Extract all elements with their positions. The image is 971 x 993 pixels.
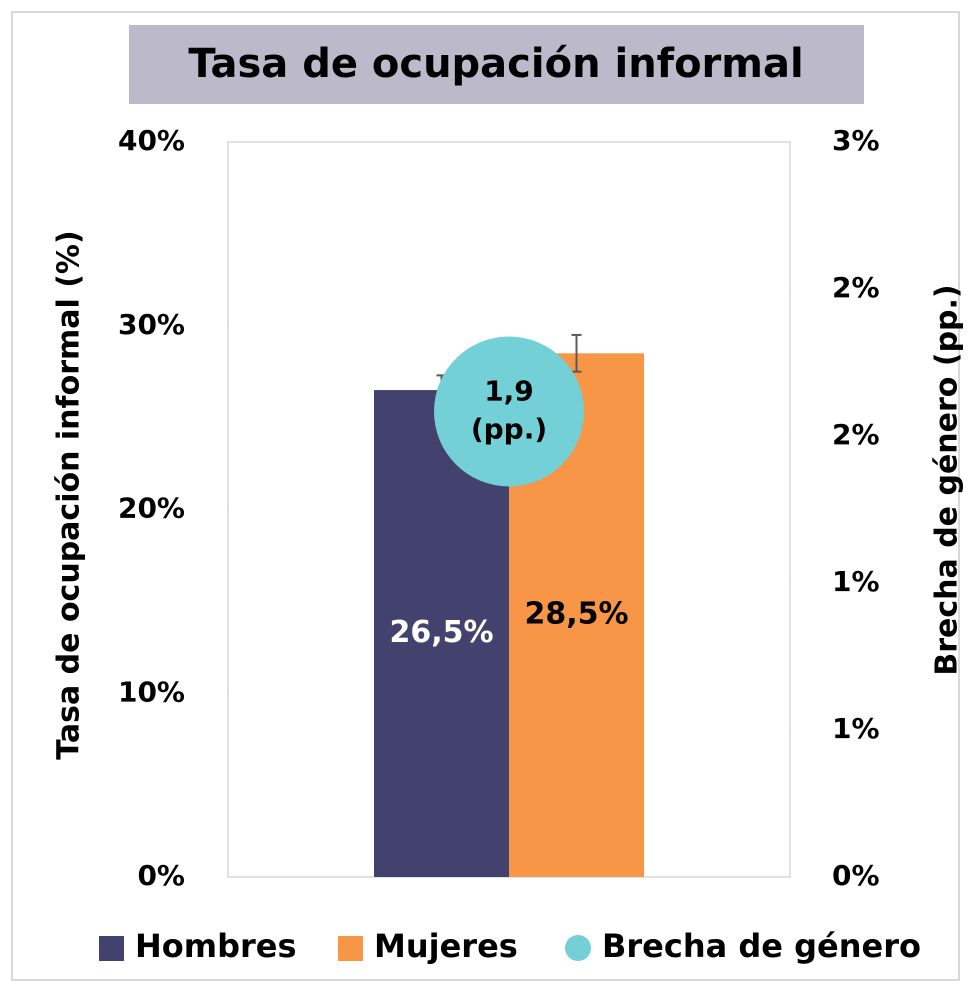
y2-tick-label: 2% xyxy=(832,271,880,304)
y2-tick-label: 1% xyxy=(832,565,880,598)
data-label: 1,9 xyxy=(484,375,534,408)
title-box xyxy=(129,25,864,104)
legend-label: Hombres xyxy=(135,927,297,965)
y-tick-label: 0% xyxy=(137,859,185,892)
y-tick-label: 20% xyxy=(118,492,185,525)
y2-tick-label: 2% xyxy=(832,418,880,451)
y-tick-label: 40% xyxy=(118,124,185,157)
legend-swatch xyxy=(338,936,363,961)
gap-bubble xyxy=(434,336,584,487)
y2-tick-label: 3% xyxy=(832,124,880,157)
chart-title: Tasa de ocupación informal xyxy=(188,41,803,87)
y2-tick-label: 1% xyxy=(832,712,880,745)
y-tick-label: 10% xyxy=(118,675,185,708)
legend-swatch xyxy=(565,935,591,961)
legend-label: Mujeres xyxy=(374,927,518,965)
legend-label: Brecha de género xyxy=(602,927,921,965)
y-axis-title: Tasa de ocupación informal (%) xyxy=(52,230,87,759)
y2-axis-title: Brecha de género (pp.) xyxy=(930,284,965,675)
data-label: 26,5% xyxy=(389,615,493,650)
data-label: (pp.) xyxy=(471,413,547,446)
error-bar xyxy=(571,333,582,373)
y2-tick-label: 0% xyxy=(832,859,880,892)
data-label: 28,5% xyxy=(524,597,628,632)
y-tick-label: 30% xyxy=(118,308,185,341)
legend-swatch xyxy=(99,936,124,961)
